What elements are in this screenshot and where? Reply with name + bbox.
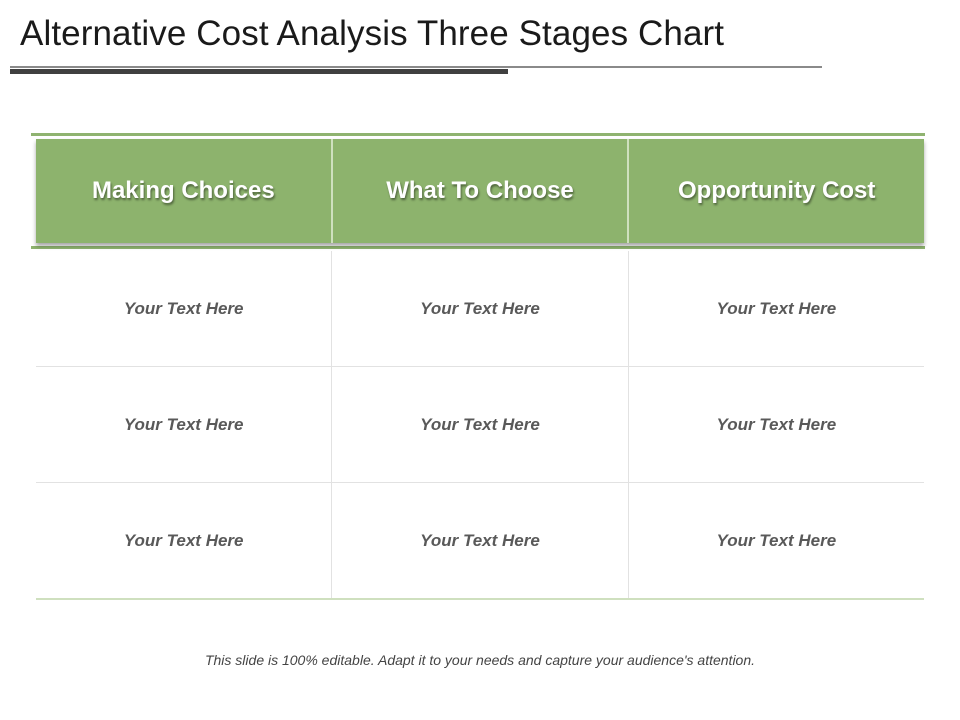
table-cell: Your Text Here: [627, 483, 924, 598]
table-cell: Your Text Here: [123, 298, 244, 318]
footer-note: This slide is 100% editable. Adapt it to…: [204, 652, 756, 668]
table-cell: Your Text Here: [331, 367, 627, 482]
page-title: Alternative Cost Analysis Three Stages C…: [20, 14, 725, 53]
header-outline: [31, 133, 925, 249]
header-what-to-choose: What To Choose: [330, 139, 628, 243]
table-header: Making Choices What To Choose Opportunit…: [36, 139, 924, 243]
table-row: Your Text Here Your Text Here Your Text …: [36, 482, 924, 598]
header-opportunity-cost: Opportunity Cost: [627, 139, 924, 243]
table-row: Your Text Here Your Text Here Your Text …: [36, 251, 924, 366]
table-cell: Your Text Here: [331, 251, 627, 366]
table-body: Your Text Here Your Text Here Your Text …: [36, 251, 924, 600]
header-making-choices: Making Choices: [91, 177, 275, 204]
table-row: Your Text Here Your Text Here Your Text …: [36, 366, 924, 482]
title-underline-thin: [10, 66, 822, 68]
table-cell: Your Text Here: [123, 530, 244, 550]
table-cell: Your Text Here: [627, 367, 924, 482]
table-cell: Your Text Here: [123, 414, 244, 434]
table-cell: Your Text Here: [627, 251, 924, 366]
title-underline-thick: [10, 69, 508, 74]
table-cell: Your Text Here: [331, 483, 627, 598]
